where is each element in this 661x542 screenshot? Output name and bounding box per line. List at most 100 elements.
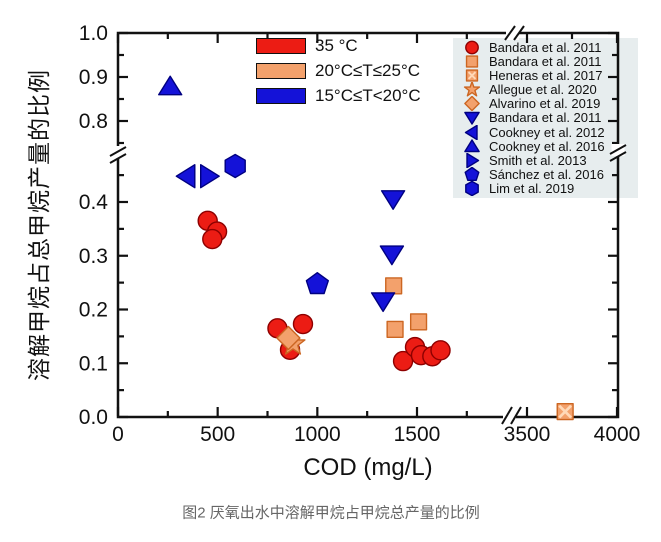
diamond-legend-icon [464, 96, 480, 112]
axis-break-icon [510, 406, 522, 425]
reference-legend-item: Cookney et al. 2016 [453, 138, 638, 154]
pentagon-marker-icon [305, 272, 329, 295]
diamond-marker-icon [464, 96, 480, 112]
x-tick-label: 3500 [504, 423, 551, 446]
reference-legend-item: Smith et al. 2013 [453, 152, 638, 168]
square-marker-icon [385, 277, 403, 295]
reference-legend-item: Alvarino et al. 2019 [453, 96, 638, 112]
temperature-legend-label: 35 °C [315, 35, 358, 55]
square-marker-icon [465, 55, 479, 68]
temperature-swatch-icon [256, 37, 306, 54]
tri-left-legend-icon [464, 124, 478, 140]
x-tick-label: 1500 [394, 423, 441, 446]
axis-break-icon [504, 25, 516, 41]
square-cross-icon [558, 404, 573, 419]
square-x-legend-icon [465, 69, 479, 82]
x-tick-label: 0 [112, 423, 124, 446]
series-square [385, 277, 428, 339]
axis-break-icon [109, 146, 127, 157]
temperature-legend-label: 20°C≤T≤25°C [315, 60, 421, 80]
series-pentagon [305, 272, 329, 295]
tri-right-legend-icon [466, 152, 480, 168]
y-tick-label: 0.3 [79, 245, 108, 268]
axis-break-icon [609, 151, 627, 162]
reference-legend-item: Lim et al. 2019 [453, 181, 638, 197]
series-tri-up [157, 75, 183, 96]
axis-break-icon [109, 153, 127, 164]
reference-legend-label: Allegue et al. 2020 [489, 82, 597, 98]
reference-legend-label: Bandara et al. 2011 [489, 110, 602, 126]
tri-right-marker-icon [199, 163, 220, 189]
square-marker-icon [409, 313, 428, 331]
axis-break-icon [609, 144, 627, 155]
y-tick-label: 0.8 [79, 110, 108, 133]
series-tri-down [370, 190, 406, 313]
circle-marker-icon [392, 350, 414, 372]
y-tick-label: 0.4 [79, 191, 109, 214]
pentagon-marker-icon [464, 167, 480, 182]
figure-caption: 图2 厌氧出水中溶解甲烷占甲烷总产量的比例 [182, 504, 480, 522]
series-square-x [556, 403, 574, 421]
square-marker-icon [386, 320, 404, 339]
hexagon-marker-icon [224, 153, 246, 179]
tri-down-legend-icon [464, 112, 480, 126]
reference-legend-item: Cookney et al. 2012 [453, 124, 638, 140]
x-tick-label: 4000 [594, 423, 641, 446]
temperature-legend: 35 °C 20°C≤T≤25°C 15°C≤T<20°C [256, 35, 421, 112]
tri-right-marker-icon [466, 152, 480, 168]
reference-legend-label: Smith et al. 2013 [489, 152, 587, 168]
reference-legend-item: Bandara et al. 2011 [453, 53, 638, 69]
reference-legend-item: Bandara et al. 2011 [453, 39, 638, 55]
circle-marker-icon [292, 313, 314, 335]
square-cross-icon [467, 71, 477, 80]
tri-up-legend-icon [464, 139, 480, 152]
plot-frame [116, 31, 620, 419]
reference-legend-label: Lim et al. 2019 [489, 181, 575, 197]
star-legend-icon [463, 82, 481, 97]
tri-left-marker-icon [464, 124, 478, 140]
axis-break-icon [501, 406, 513, 425]
y-tick-label: 0.2 [79, 299, 108, 322]
reference-legend: Bandara et al. 2011 Bandara et al. 2011 He… [453, 38, 638, 198]
temperature-legend-item: 35 °C [256, 35, 421, 55]
circle-marker-icon [430, 340, 451, 361]
temperature-legend-item: 20°C≤T≤25°C [256, 60, 421, 80]
tri-up-marker-icon [157, 75, 183, 96]
temperature-swatch-icon [256, 62, 306, 79]
reference-legend-label: Cookney et al. 2016 [489, 138, 605, 154]
tri-down-marker-icon [380, 190, 406, 211]
axis-break-icon [513, 25, 525, 41]
reference-legend-label: Sánchez et al. 2016 [489, 167, 604, 183]
reference-legend-label: Bandara et al. 2011 [489, 53, 602, 69]
pentagon-legend-icon [464, 167, 480, 182]
reference-legend-label: Bandara et al. 2011 [489, 39, 602, 55]
reference-legend-background [453, 38, 638, 198]
x-axis-label: COD (mg/L) [303, 454, 433, 481]
tri-down-marker-icon [379, 245, 405, 266]
hexagon-marker-icon [465, 181, 479, 197]
temperature-legend-label: 15°C≤T<20°C [315, 85, 421, 105]
reference-legend-label: Cookney et al. 2012 [489, 124, 605, 140]
y-axis-label: 溶解甲烷占总甲烷产量的比例 [26, 69, 52, 381]
reference-legend-item: Bandara et al. 2011 [453, 110, 638, 126]
temperature-swatch-icon [256, 87, 306, 104]
series-tri-left [175, 163, 196, 189]
reference-legend-item: Sánchez et al. 2016 [453, 167, 638, 183]
tri-up-marker-icon [464, 139, 480, 152]
reference-legend-item: Heneras et al. 2017 [453, 67, 638, 83]
reference-legend-label: Heneras et al. 2017 [489, 67, 603, 83]
y-tick-label: 0.1 [79, 352, 108, 375]
reference-legend-label: Alvarino et al. 2019 [489, 96, 601, 112]
y-tick-label: 0.9 [79, 66, 108, 89]
x-tick-label: 1000 [294, 423, 341, 446]
tri-left-marker-icon [175, 163, 196, 189]
series-diamond [276, 325, 301, 351]
x-tick-label: 500 [200, 423, 235, 446]
series-circle [197, 210, 451, 372]
circle-marker-icon [465, 40, 479, 54]
star-marker-icon [463, 82, 481, 97]
diamond-marker-icon [276, 325, 301, 351]
y-tick-label: 0.0 [79, 406, 108, 429]
